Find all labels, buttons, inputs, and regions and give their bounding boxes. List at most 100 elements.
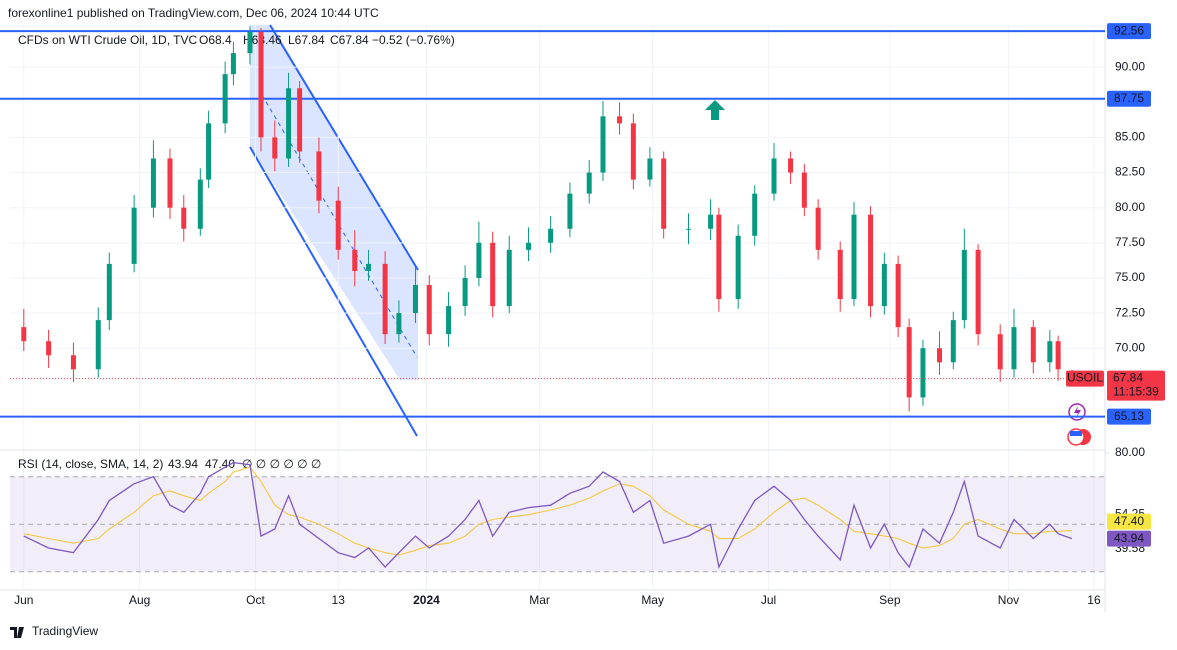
y-tick-label: 82.50 <box>1115 165 1145 179</box>
candle-body <box>206 123 212 180</box>
brand: TradingView <box>32 624 98 638</box>
candle-body <box>617 116 623 124</box>
candle-body <box>46 341 52 356</box>
event-bolt <box>1074 406 1081 418</box>
candle-body <box>106 263 112 321</box>
y-tick-label: 72.50 <box>1115 305 1145 319</box>
x-tick-label: Nov <box>998 593 1019 607</box>
y-tick-label: 75.00 <box>1115 270 1145 284</box>
candle-body <box>462 277 468 307</box>
candle-body <box>297 88 303 152</box>
candle-body <box>548 228 554 243</box>
candle-body <box>716 214 722 300</box>
x-tick-label: Jun <box>14 593 33 607</box>
candle-body <box>961 249 967 321</box>
level-label: 87.75 <box>1114 91 1144 105</box>
candle-body <box>21 327 27 342</box>
ohlc-close: C67.84 <box>330 33 369 47</box>
candle-body <box>490 242 496 307</box>
candle-body <box>647 158 653 180</box>
candle-body <box>286 88 292 159</box>
candle-body <box>258 32 264 138</box>
x-tick-label: Aug <box>129 593 150 607</box>
level-label-bg <box>1107 23 1151 40</box>
candle-body <box>476 242 482 278</box>
y-tick-label: 90.00 <box>1115 59 1145 73</box>
candle-body <box>95 320 101 370</box>
candle-body <box>920 348 926 398</box>
candle-body <box>630 123 636 180</box>
logo-mark <box>10 627 24 638</box>
candle-body <box>686 228 692 230</box>
y-tick-label: 77.50 <box>1115 235 1145 249</box>
candle-body <box>708 214 714 229</box>
ohlc-low: L67.84 <box>288 33 325 47</box>
x-tick-label: Mar <box>529 593 550 607</box>
candle-body <box>366 263 372 271</box>
countdown: 11:15:39 <box>1113 385 1159 399</box>
candle-body <box>851 214 857 300</box>
level-label: 92.56 <box>1114 23 1144 37</box>
candle-body <box>446 306 452 335</box>
level-label-bg <box>1107 90 1151 107</box>
candle-body <box>230 53 236 75</box>
candle-body <box>997 334 1003 370</box>
candle-body <box>131 207 137 264</box>
x-tick-label: May <box>641 593 664 607</box>
ohlc-change: −0.52 (−0.76%) <box>372 33 455 47</box>
x-tick-label: Jul <box>761 593 776 607</box>
candle-body <box>881 263 887 307</box>
candle-body <box>586 172 592 194</box>
candle-body <box>222 74 228 124</box>
candle-body <box>526 242 532 250</box>
rsi-line <box>23 461 1073 569</box>
candle-body <box>382 263 388 335</box>
symbol-label: USOIL <box>1067 371 1103 385</box>
channel-upper <box>269 24 419 271</box>
candle-body <box>1030 327 1036 363</box>
candle-body <box>1047 341 1053 363</box>
candle-body <box>937 348 943 363</box>
rsi-title: RSI (14, close, SMA, 14, 2) <box>18 457 163 471</box>
candle-body <box>272 137 278 159</box>
rsi-last-bg <box>1107 530 1151 547</box>
symbol-bg <box>1066 370 1104 387</box>
level-label: 65.13 <box>1114 409 1144 423</box>
level-label-bg <box>1107 408 1151 425</box>
candle-body <box>752 193 758 236</box>
candle-body <box>906 327 912 398</box>
candle-body <box>506 249 512 307</box>
x-tick-label: 16 <box>1087 593 1101 607</box>
candle-body <box>837 249 843 300</box>
indicator-icons: ∅ ∅ ∅ ∅ ∅ ∅ <box>242 457 321 471</box>
candle-body <box>352 249 358 271</box>
candle-body <box>661 158 667 229</box>
candle-body <box>426 284 432 335</box>
candle-body <box>1055 341 1061 370</box>
x-tick-label: Oct <box>246 593 265 607</box>
ohlc-open: O68.4 <box>199 33 232 47</box>
candle-body <box>167 158 173 208</box>
x-tick-label: Sep <box>879 593 901 607</box>
candle-body <box>412 284 418 314</box>
y-tick-label: 85.00 <box>1115 130 1145 144</box>
candle-body <box>735 235 741 300</box>
rsi-sma-last: 47.40 <box>1114 514 1144 528</box>
symbol-title: CFDs on WTI Crude Oil, 1D, TVC <box>18 33 197 47</box>
rsi-last: 43.94 <box>1114 531 1144 545</box>
candle-body <box>868 214 874 307</box>
candle-body <box>70 355 76 370</box>
arrow-up <box>705 100 725 120</box>
rsi-value: 43.94 <box>168 457 198 471</box>
candle-body <box>771 158 777 194</box>
candle-body <box>335 200 341 250</box>
candle-body <box>600 116 606 173</box>
candle-body <box>567 193 573 229</box>
candle-body <box>396 313 402 335</box>
publisher: forexonline1 published on TradingView.co… <box>8 6 379 20</box>
candle-body <box>247 32 253 54</box>
candle-body <box>197 179 203 229</box>
y-tick-label: 80.00 <box>1115 200 1145 214</box>
